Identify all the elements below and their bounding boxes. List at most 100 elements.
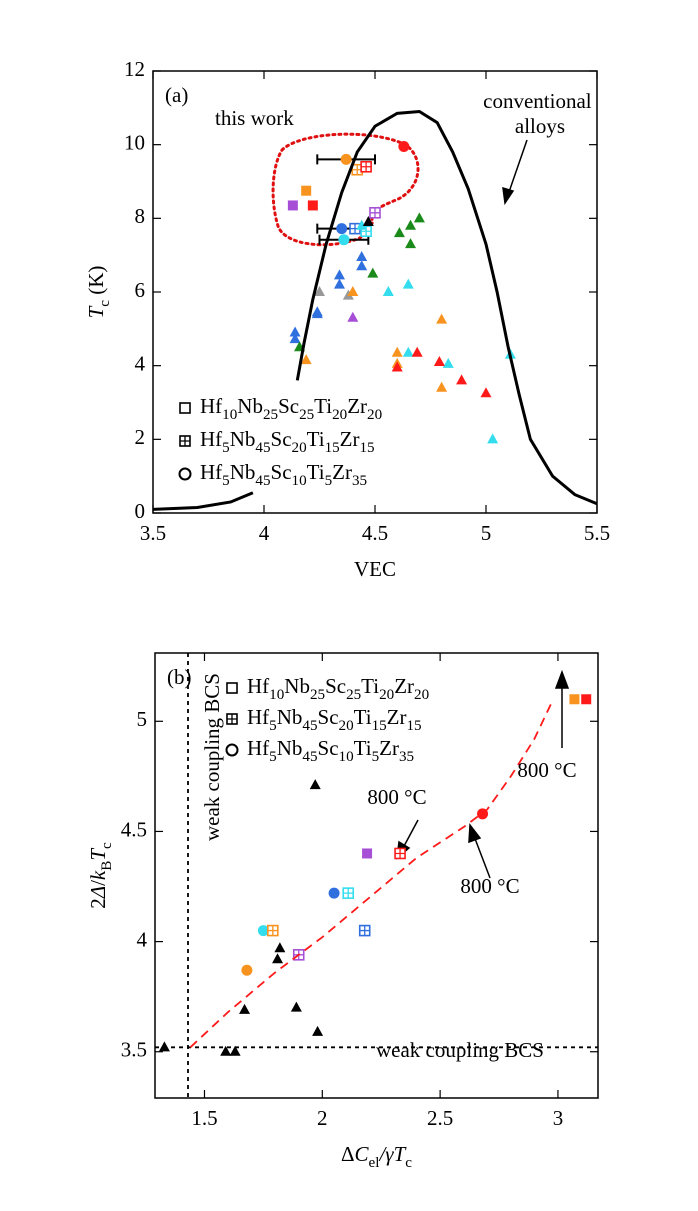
square-cross <box>361 161 372 172</box>
triangle-marker <box>347 286 359 296</box>
y-tick-label: 4 <box>135 351 146 375</box>
square-marker <box>369 207 381 219</box>
y-tick-label: 8 <box>135 204 146 228</box>
square-marker <box>360 160 372 173</box>
x-tick-label: 4.5 <box>362 521 388 545</box>
square-cross <box>267 925 278 936</box>
square-cross <box>343 888 354 899</box>
y-tick-label: 2 <box>135 425 146 449</box>
annotation: this work <box>215 106 294 130</box>
x-tick-label: 4 <box>259 521 270 545</box>
y-tick-label: 0 <box>135 499 146 523</box>
legend-label: Hf10Nb25Sc25Ti20Zr20 <box>200 394 382 424</box>
curve <box>189 698 555 1048</box>
y-tick-label: 3.5 <box>121 1038 147 1062</box>
triangle-marker <box>391 346 403 357</box>
annotation: 800 °C <box>460 874 519 898</box>
square-marker <box>307 200 318 211</box>
triangle-marker <box>356 260 368 271</box>
square-body <box>179 402 191 414</box>
triangle-marker <box>356 219 368 230</box>
triangle-marker <box>480 387 492 398</box>
square-marker <box>360 225 372 238</box>
triangle-marker <box>487 433 499 444</box>
triangle-marker <box>402 278 414 289</box>
square-cross <box>180 436 190 446</box>
square-body <box>226 682 238 694</box>
legend-marker <box>226 682 238 694</box>
x-tick-label: 5.5 <box>584 521 610 545</box>
circle-marker <box>398 141 410 153</box>
legend-label: Hf5Nb45Sc10Ti5Zr35 <box>200 460 367 490</box>
triangle-marker <box>158 1041 170 1052</box>
triangle-marker <box>367 267 379 278</box>
square-body <box>581 694 592 705</box>
triangle-marker <box>411 346 423 357</box>
y-tick-label: 6 <box>135 278 146 302</box>
annotation: weak coupling BCS <box>200 673 224 841</box>
triangle-marker <box>274 942 286 953</box>
x-tick-label: 5 <box>481 521 492 545</box>
square-marker <box>301 185 312 196</box>
annotation: 800 °C <box>367 785 426 809</box>
y-tick-label: 4.5 <box>121 817 147 841</box>
annotation: weak coupling BCS <box>376 1038 544 1062</box>
circle-marker <box>340 153 352 165</box>
triangle-marker <box>333 269 345 280</box>
triangle-marker <box>347 311 359 322</box>
triangle-marker <box>289 326 301 337</box>
circle-marker <box>241 964 253 976</box>
legend-label: Hf5Nb45Sc10Ti5Zr35 <box>247 736 414 766</box>
square-cross <box>359 925 370 936</box>
triangle-marker <box>362 216 374 227</box>
plot-frame <box>154 652 599 1099</box>
square-marker <box>362 848 373 859</box>
triangle-marker <box>405 238 417 249</box>
triangle-marker <box>382 286 394 296</box>
legend-marker <box>225 743 239 757</box>
triangle-marker <box>402 346 414 357</box>
circle-marker <box>338 234 350 246</box>
square-body <box>301 185 312 196</box>
square-marker <box>267 924 279 937</box>
square-body <box>307 200 318 211</box>
triangle-marker <box>391 361 403 372</box>
triangle-marker <box>311 308 323 319</box>
square-marker <box>569 694 580 705</box>
legend-marker <box>178 467 192 481</box>
x-tick-label: 3 <box>553 1106 564 1130</box>
square-cross <box>370 207 380 218</box>
triangle-marker <box>309 779 321 790</box>
y-tick-label: 5 <box>137 707 148 731</box>
legend-label: Hf5Nb45Sc20Ti15Zr15 <box>200 427 375 457</box>
x-tick-label: 1.5 <box>191 1106 217 1130</box>
triangle-marker <box>272 953 284 964</box>
triangle-marker <box>356 251 368 262</box>
panel: 3.5 4 4.5 5 5.5 0 2 4 6 8 10 12 VEC Tc (K) (a) Hf10Nb25… <box>84 57 610 581</box>
annotation: conventional alloys <box>483 89 597 138</box>
annotation: 800 °C <box>517 758 576 782</box>
circle-marker <box>328 887 340 899</box>
square-marker <box>287 200 298 211</box>
x-tick-label: 3.5 <box>140 521 166 545</box>
circle-marker <box>257 925 269 937</box>
panel-label: (b) <box>167 665 192 689</box>
legend-marker <box>179 435 191 447</box>
triangle-marker <box>300 354 312 365</box>
triangle-marker <box>312 1025 324 1036</box>
triangle-marker <box>456 374 468 385</box>
triangle-marker <box>220 1045 232 1056</box>
this-work-outline <box>271 132 420 247</box>
triangle-marker <box>433 355 445 366</box>
x-tick-label: 2.5 <box>427 1106 453 1130</box>
triangle-marker <box>393 227 405 238</box>
arrows <box>396 139 570 879</box>
triangle-marker <box>405 219 417 230</box>
square-body <box>287 200 298 211</box>
x-axis-label: VEC <box>354 557 396 581</box>
panel-label: (a) <box>165 83 188 107</box>
square-marker <box>342 887 355 899</box>
square-cross <box>227 714 237 724</box>
square-cross <box>395 848 406 859</box>
